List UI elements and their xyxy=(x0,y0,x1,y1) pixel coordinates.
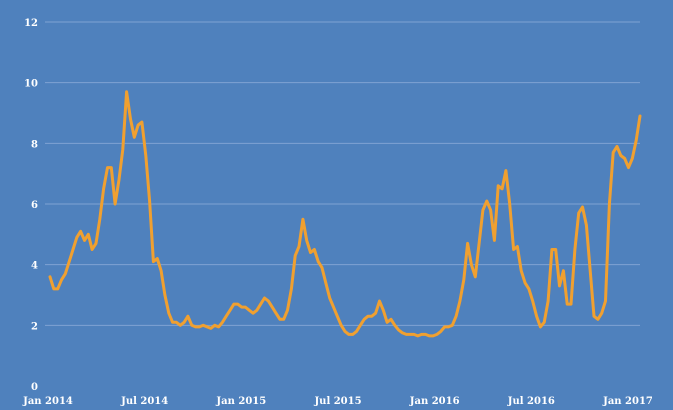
y-tick-label: 6 xyxy=(31,200,38,211)
x-tick-label: Jul 2015 xyxy=(313,396,361,407)
y-tick-label: 10 xyxy=(24,79,38,90)
x-tick-label: Jan 2014 xyxy=(22,396,73,407)
y-tick-label: 12 xyxy=(24,18,38,29)
x-tick-label: Jan 2017 xyxy=(602,396,653,407)
x-tick-label: Jan 2015 xyxy=(215,396,266,407)
y-tick-label: 2 xyxy=(31,321,38,332)
y-tick-label: 0 xyxy=(31,382,38,393)
x-tick-label: Jul 2014 xyxy=(120,396,168,407)
y-axis-tick-labels: 0 2 4 6 8 10 12 xyxy=(24,18,38,393)
x-tick-label: Jul 2016 xyxy=(507,396,555,407)
x-axis-tick-labels: Jan 2014 Jul 2014 Jan 2015 Jul 2015 Jan 2016… xyxy=(22,396,653,407)
series-line xyxy=(48,90,642,338)
y-tick-label: 8 xyxy=(31,139,38,150)
x-tick-label: Jan 2016 xyxy=(409,396,460,407)
y-tick-label: 4 xyxy=(31,261,38,272)
